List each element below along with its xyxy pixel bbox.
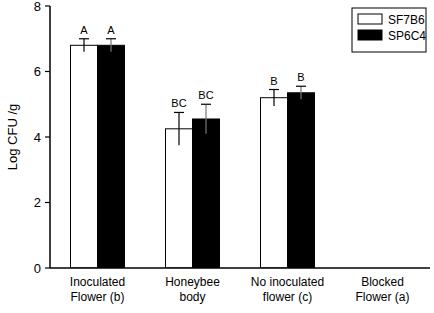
error-cap [79,38,89,39]
x-tick-label: BlockedFlower (a) [355,275,409,304]
significance-label: A [80,24,88,36]
x-axis [50,267,430,269]
bar [193,119,220,268]
y-axis-label: Log CFU /g [5,104,20,170]
x-tick-label: Honeybeebody [165,275,220,304]
significance-label: BC [198,89,213,101]
y-tick-label: 4 [34,130,41,145]
y-tick-label: 8 [34,0,41,14]
legend: SF7B6 SP6C4 [352,8,426,52]
error-line [178,112,179,145]
significance-label: A [107,24,115,36]
error-line [300,86,301,99]
bar [166,129,193,268]
error-cap [201,104,211,105]
error-line [83,39,84,52]
error-bar [201,104,211,133]
legend-swatch [358,30,382,40]
significance-label: BC [171,97,186,109]
error-line [205,104,206,133]
bar [71,45,98,268]
error-bar [296,86,306,99]
label-line: body [179,290,205,304]
error-bar [269,90,279,106]
legend-swatch [358,14,382,24]
label-line: Flower (a) [355,290,409,304]
bar [288,93,315,268]
label-line: No inoculated [251,275,324,289]
chart: 02468Log CFU /gABCBABCBInoculatedFlower … [0,0,434,313]
label-line: flower (c) [263,290,312,304]
bar [261,98,288,268]
label-line: Honeybee [165,275,220,289]
significance-label: B [297,71,304,83]
error-cap [296,86,306,87]
x-tick-label: InoculatedFlower (b) [70,275,125,304]
error-cap [174,112,184,113]
bar [98,45,125,268]
legend-box [352,8,426,52]
legend-label: SF7B6 [388,13,425,27]
error-cap [269,89,279,90]
label-line: Blocked [361,275,404,289]
bars [71,39,315,268]
error-bar [106,39,116,52]
legend-label: SP6C4 [388,29,426,43]
y-tick-label: 2 [34,195,41,210]
error-line [273,90,274,106]
label-line: Flower (b) [70,290,124,304]
significance-label: B [270,75,277,87]
error-bar [174,112,184,145]
label-line: Inoculated [70,275,125,289]
y-axis [49,6,51,268]
error-bar [79,39,89,52]
x-tick-label: No inoculatedflower (c) [251,275,324,304]
error-line [110,39,111,52]
y-tick-label: 0 [34,261,41,276]
error-cap [106,38,116,39]
y-tick-label: 6 [34,64,41,79]
